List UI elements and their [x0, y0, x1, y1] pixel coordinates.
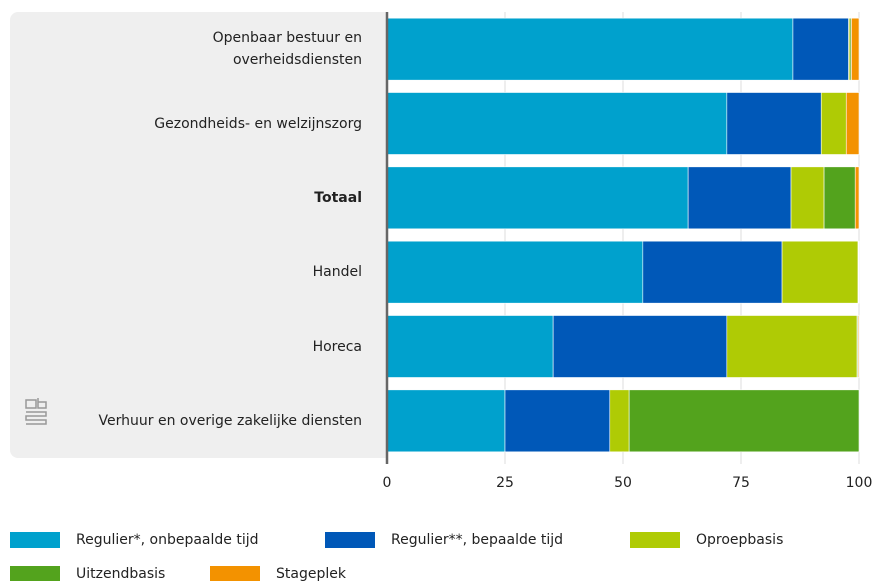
bar-segment	[386, 240, 644, 304]
bar-segment	[552, 315, 728, 378]
legend-swatch	[210, 566, 260, 581]
legend-label: Regulier**, bepaalde tijd	[391, 532, 563, 548]
legend-swatch	[630, 532, 680, 548]
plot-area	[387, 12, 867, 458]
x-tick-label: 50	[614, 475, 632, 491]
category-label: Handel	[312, 264, 362, 281]
bar-segment	[820, 92, 847, 155]
category-label: Openbaar bestuur en overheidsdiensten	[212, 30, 362, 69]
bar-segment	[628, 389, 860, 453]
category-label: Verhuur en overige zakelijke diensten	[98, 412, 362, 429]
category-label: Gezondheids- en welzijnszorg	[154, 115, 362, 132]
bar-segment	[386, 17, 794, 81]
bar-segment	[790, 166, 825, 230]
legend-label: Oproepbasis	[696, 532, 783, 548]
bar-segment	[845, 92, 860, 155]
bar-segment	[504, 389, 611, 453]
x-tick-label: 75	[732, 475, 750, 491]
bar-segment	[854, 166, 860, 230]
x-tick-label: 0	[383, 475, 392, 491]
legend-swatch	[10, 566, 60, 581]
bar-segment	[386, 92, 728, 155]
bar-segment	[386, 315, 554, 378]
legend-swatch	[10, 532, 60, 548]
bar-segment	[851, 17, 860, 81]
category-label: Totaal	[314, 189, 362, 206]
bar-segment	[726, 92, 822, 155]
legend-label: Regulier*, onbepaalde tijd	[76, 532, 259, 548]
cbs-logo	[25, 398, 47, 425]
bar-segment	[386, 389, 506, 453]
legend-label: Stageplek	[276, 566, 347, 581]
legend-swatch	[325, 532, 375, 548]
bar-segment	[609, 389, 630, 453]
legend-label: Uitzendbasis	[76, 566, 165, 581]
x-tick-label: 100	[846, 475, 873, 491]
category-label: Horeca	[312, 338, 362, 355]
bar-segment	[792, 17, 849, 81]
bar-segment	[823, 166, 856, 230]
bar-segment	[857, 315, 860, 378]
x-tick-label: 25	[496, 475, 514, 491]
bar-segment	[781, 240, 859, 304]
bar-segment	[726, 315, 858, 378]
bar-segment	[386, 166, 689, 230]
bar-segment	[687, 166, 792, 230]
label-panel	[10, 12, 400, 458]
bar-segment	[642, 240, 783, 304]
